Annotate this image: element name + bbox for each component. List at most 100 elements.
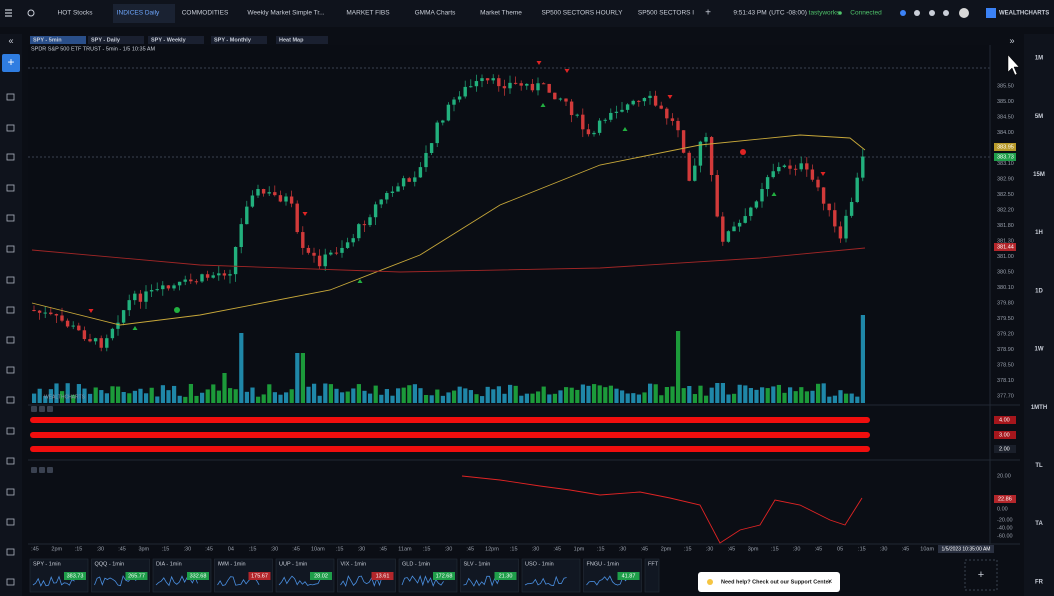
top-tab[interactable]: Weekly Market Simple Tr... — [247, 10, 324, 17]
top-tab[interactable]: SP500 SECTORS HOURLY — [541, 10, 623, 17]
sparkline — [401, 574, 444, 587]
volume-bar — [754, 389, 759, 403]
volume-bar — [289, 389, 294, 403]
tool-icon[interactable] — [6, 306, 15, 314]
volume-bar — [692, 394, 697, 403]
volume-bar — [272, 392, 277, 403]
tool-icon[interactable] — [6, 457, 15, 465]
tool-icon[interactable] — [6, 124, 15, 132]
expand-icon[interactable]: » — [1009, 35, 1014, 45]
tool-icon[interactable] — [6, 214, 15, 222]
timeframe-button[interactable]: 1W — [1035, 347, 1044, 353]
support-close[interactable]: × — [828, 577, 833, 586]
tool-icon[interactable] — [6, 366, 15, 374]
support-popup[interactable] — [698, 572, 840, 592]
add-tab[interactable]: + — [705, 8, 711, 19]
chart-tab[interactable]: SPY - 5min — [33, 37, 62, 43]
toolbar-icon[interactable] — [914, 10, 920, 16]
timeframe-button[interactable]: 5M — [1035, 114, 1043, 120]
tool-icon[interactable] — [6, 396, 15, 404]
add-watchlist-icon[interactable]: + — [978, 569, 984, 581]
chart-tab-bg[interactable] — [276, 36, 328, 44]
volume-bar — [351, 388, 356, 403]
toolbar-icon[interactable] — [929, 10, 935, 16]
watchlist-name: UUP - 1min — [279, 561, 307, 567]
timeframe-button[interactable]: 1D — [1035, 288, 1043, 294]
tool-icon[interactable] — [6, 276, 15, 284]
tool-icon[interactable] — [6, 518, 15, 526]
chart-tab-bg[interactable] — [211, 36, 267, 44]
chart-tab[interactable]: SPY - Weekly — [151, 37, 187, 43]
volume-bar — [732, 393, 737, 403]
time-tick-label: :30 — [532, 546, 540, 552]
avatar[interactable] — [959, 8, 969, 18]
toolbar-icon[interactable] — [943, 10, 949, 16]
pane-control[interactable] — [31, 406, 37, 412]
candle-body — [502, 86, 507, 89]
price-marker: 383.73 — [997, 154, 1014, 160]
sparkline — [155, 575, 198, 587]
chart-tab-bg[interactable] — [88, 36, 144, 44]
top-tab[interactable]: Market Theme — [480, 10, 522, 17]
time-tick-label: :45 — [815, 546, 823, 552]
active-tab-bg — [113, 4, 175, 23]
pane-control[interactable] — [47, 467, 53, 473]
top-tab[interactable]: INDICES Daily — [117, 10, 160, 17]
volume-bar — [687, 385, 692, 403]
watchlist-card[interactable] — [521, 558, 581, 593]
timeframe-button[interactable]: 1H — [1035, 230, 1043, 236]
price-tick-label: 378.90 — [997, 347, 1014, 353]
pane-control[interactable] — [39, 406, 45, 412]
watchlist-card[interactable] — [644, 558, 660, 593]
top-tab[interactable]: MARKET FIBS — [346, 10, 390, 17]
top-tab[interactable]: SP500 SECTORS I — [638, 10, 694, 17]
chart-tab[interactable]: Heat Map — [279, 37, 304, 43]
pane-control[interactable] — [47, 406, 53, 412]
toolbar-icon[interactable] — [900, 10, 906, 16]
timeframe-button[interactable]: TL — [1035, 463, 1043, 469]
tool-icon[interactable] — [6, 184, 15, 192]
tool-icon[interactable] — [6, 245, 15, 253]
collapse-icon[interactable]: « — [8, 35, 13, 45]
support-text[interactable]: Need help? Check out our Support Center — [721, 579, 832, 585]
volume-bar — [653, 384, 658, 403]
chart-tab[interactable]: SPY - Monthly — [214, 37, 252, 43]
plus-icon[interactable]: + — [7, 55, 14, 69]
candle-body — [312, 252, 316, 256]
chart-tab-bg[interactable] — [148, 36, 204, 44]
add-button[interactable] — [2, 54, 20, 72]
tool-icon[interactable] — [6, 336, 15, 344]
add-watchlist[interactable] — [964, 559, 998, 591]
search-icon[interactable] — [27, 9, 35, 17]
timeframe-button[interactable]: 15M — [1033, 172, 1045, 178]
pane-control[interactable] — [31, 467, 37, 473]
volume-bar — [396, 388, 401, 403]
tool-icon[interactable] — [6, 93, 15, 101]
top-tab[interactable]: GMMA Charts — [415, 10, 457, 17]
time-tick-label: :15 — [684, 546, 692, 552]
tool-icon[interactable] — [6, 488, 15, 496]
chart-tab[interactable]: SPY - Daily — [91, 37, 121, 43]
chart-tab-bg[interactable] — [30, 36, 86, 44]
candle-body — [609, 112, 613, 120]
menu-icon[interactable] — [5, 9, 12, 17]
tool-icon[interactable] — [6, 427, 15, 435]
timeframe-button[interactable]: TA — [1035, 521, 1043, 527]
tool-icon[interactable] — [6, 578, 15, 586]
price-tick-label: 378.10 — [997, 378, 1014, 384]
candle-body — [345, 242, 350, 248]
timeframe-button[interactable]: 1MTH — [1031, 405, 1047, 411]
volume-bar — [138, 388, 143, 403]
top-tab[interactable]: HOT Stocks — [58, 10, 94, 17]
pane-control[interactable] — [39, 467, 45, 473]
tool-icon[interactable] — [6, 548, 15, 556]
signal-arrow — [622, 127, 628, 131]
watchlist-card[interactable] — [91, 558, 150, 593]
timeframe-button[interactable]: 1M — [1035, 56, 1043, 62]
timeframe-button[interactable]: FR — [1035, 579, 1044, 585]
top-tab[interactable]: COMMODITIES — [182, 10, 229, 17]
volume-bar — [284, 392, 289, 403]
volume-bar — [435, 389, 440, 403]
tool-icon[interactable] — [6, 153, 15, 161]
candle-body — [575, 114, 579, 116]
